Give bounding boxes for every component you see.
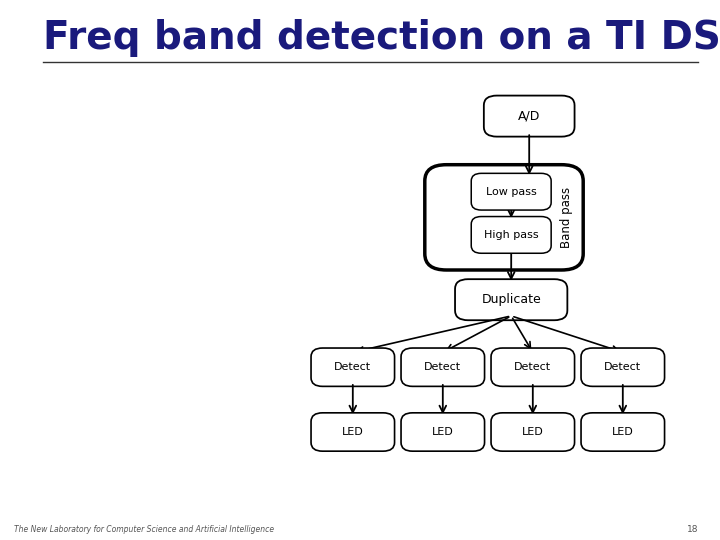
- Text: A/D: A/D: [518, 110, 541, 123]
- Text: LED: LED: [612, 427, 634, 437]
- Text: Detect: Detect: [424, 362, 462, 372]
- FancyBboxPatch shape: [491, 348, 575, 387]
- FancyBboxPatch shape: [471, 217, 552, 253]
- FancyBboxPatch shape: [401, 348, 485, 387]
- Text: The New Laboratory for Computer Science and Artificial Intelligence: The New Laboratory for Computer Science …: [14, 524, 274, 534]
- FancyBboxPatch shape: [425, 165, 583, 270]
- Text: LED: LED: [342, 427, 364, 437]
- Text: LED: LED: [522, 427, 544, 437]
- Text: 18: 18: [687, 524, 698, 534]
- FancyBboxPatch shape: [471, 173, 552, 210]
- FancyBboxPatch shape: [401, 413, 485, 451]
- FancyBboxPatch shape: [581, 413, 665, 451]
- FancyBboxPatch shape: [311, 413, 395, 451]
- Text: High pass: High pass: [484, 230, 539, 240]
- Text: LED: LED: [432, 427, 454, 437]
- FancyBboxPatch shape: [484, 96, 575, 137]
- FancyBboxPatch shape: [311, 348, 395, 387]
- Text: Detect: Detect: [604, 362, 642, 372]
- FancyBboxPatch shape: [455, 279, 567, 320]
- FancyBboxPatch shape: [491, 413, 575, 451]
- Text: Band pass: Band pass: [560, 187, 573, 248]
- Text: Detect: Detect: [334, 362, 372, 372]
- FancyBboxPatch shape: [581, 348, 665, 387]
- Text: Duplicate: Duplicate: [482, 293, 541, 306]
- Text: Low pass: Low pass: [486, 187, 536, 197]
- Text: Freq band detection on a TI DSP: Freq band detection on a TI DSP: [43, 19, 720, 57]
- Text: Detect: Detect: [514, 362, 552, 372]
